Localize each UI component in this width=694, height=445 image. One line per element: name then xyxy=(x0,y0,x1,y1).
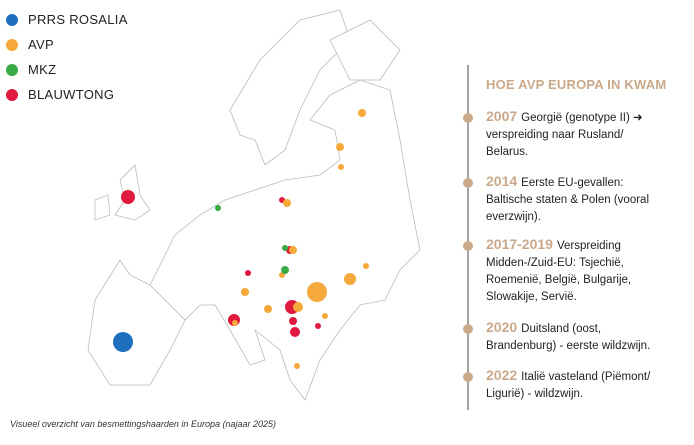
caption: Visueel overzicht van besmettingshaarden… xyxy=(10,419,276,429)
event-text: Georgië (genotype II) ➜ verspreiding naa… xyxy=(486,112,643,158)
event-text: Italië vasteland (Piëmont/ Ligurië) - wi… xyxy=(486,371,651,400)
legend-marker xyxy=(6,64,18,76)
timeline-event: 2007 Georgië (genotype II) ➜ verspreiding… xyxy=(486,108,666,161)
event-year: 2017-2019 xyxy=(486,236,553,252)
event-text: Duitsland (oost, Brandenburg) - eerste w… xyxy=(486,323,651,352)
legend-marker xyxy=(6,89,18,101)
legend-label: PRRS ROSALIA xyxy=(28,12,128,27)
timeline-dots xyxy=(463,113,473,382)
legend-marker xyxy=(6,14,18,26)
event-year: 2020 xyxy=(486,319,518,335)
event-text: Verspreiding Midden-/Zuid-EU: Tsjechië, … xyxy=(486,240,632,303)
event-text: Eerste EU-gevallen: Baltische staten & P… xyxy=(486,177,650,223)
legend-label: AVP xyxy=(28,37,54,52)
timeline-event: 2020 Duitsland (oost, Brandenburg) - eers… xyxy=(486,319,666,355)
legend-marker xyxy=(6,39,18,51)
legend-label: MKZ xyxy=(28,62,57,77)
event-year: 2022 xyxy=(486,367,518,383)
outbreak-dots xyxy=(113,109,369,369)
event-year: 2014 xyxy=(486,173,518,189)
legend-label: BLAUWTONG xyxy=(28,87,115,102)
legend-markers xyxy=(6,14,18,101)
event-year: 2007 xyxy=(486,108,518,124)
timeline-event: 2014 Eerste EU-gevallen: Baltische staten… xyxy=(486,173,666,226)
map-outline xyxy=(87,9,421,401)
timeline-title: HOE AVP EUROPA IN KWAM xyxy=(486,77,667,92)
timeline-event: 2022 Italië vasteland (Piëmont/ Ligurië) … xyxy=(486,367,666,403)
timeline-event: 2017-2019 Verspreiding Midden-/Zuid-EU: T… xyxy=(486,236,666,306)
